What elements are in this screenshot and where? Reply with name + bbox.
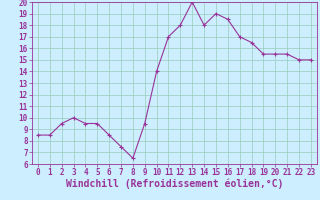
X-axis label: Windchill (Refroidissement éolien,°C): Windchill (Refroidissement éolien,°C): [66, 179, 283, 189]
